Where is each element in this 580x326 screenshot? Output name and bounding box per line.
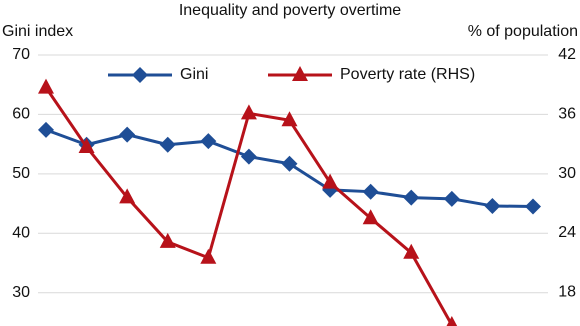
marker xyxy=(200,133,217,150)
marker xyxy=(159,136,176,153)
marker xyxy=(443,190,460,207)
marker xyxy=(484,197,501,214)
marker xyxy=(38,78,54,94)
marker xyxy=(38,121,54,138)
marker xyxy=(525,198,541,215)
marker xyxy=(292,66,308,81)
marker xyxy=(403,189,420,206)
y-tick-label: 60 xyxy=(12,106,30,123)
legend-label: Gini xyxy=(180,66,208,83)
marker xyxy=(322,173,339,189)
y-axis-title: Gini index xyxy=(2,23,73,40)
y-tick-label: 70 xyxy=(12,46,30,63)
marker xyxy=(446,316,458,326)
y-tick-label: 40 xyxy=(12,225,30,242)
marker xyxy=(403,243,420,259)
y2-tick-label: 18 xyxy=(558,284,576,301)
marker xyxy=(119,188,136,204)
marker xyxy=(159,232,176,248)
marker xyxy=(362,209,379,225)
marker xyxy=(200,248,217,264)
chart-title: Inequality and poverty overtime xyxy=(179,2,401,19)
y2-tick-label: 36 xyxy=(558,106,576,123)
y2-tick-label: 24 xyxy=(558,224,576,241)
marker xyxy=(132,67,148,83)
y2-tick-label: 30 xyxy=(558,165,576,182)
y2-axis-title: % of population xyxy=(468,23,578,40)
y-tick-label: 50 xyxy=(12,165,30,182)
marker xyxy=(281,111,298,127)
marker xyxy=(78,137,95,153)
marker xyxy=(240,148,257,165)
marker xyxy=(281,155,298,172)
y-tick-label: 30 xyxy=(12,284,30,301)
y2-tick-label: 42 xyxy=(558,46,576,63)
series-line xyxy=(44,86,454,326)
legend-label: Poverty rate (RHS) xyxy=(340,66,475,83)
marker xyxy=(362,183,379,200)
marker xyxy=(240,104,257,120)
marker xyxy=(119,126,136,143)
